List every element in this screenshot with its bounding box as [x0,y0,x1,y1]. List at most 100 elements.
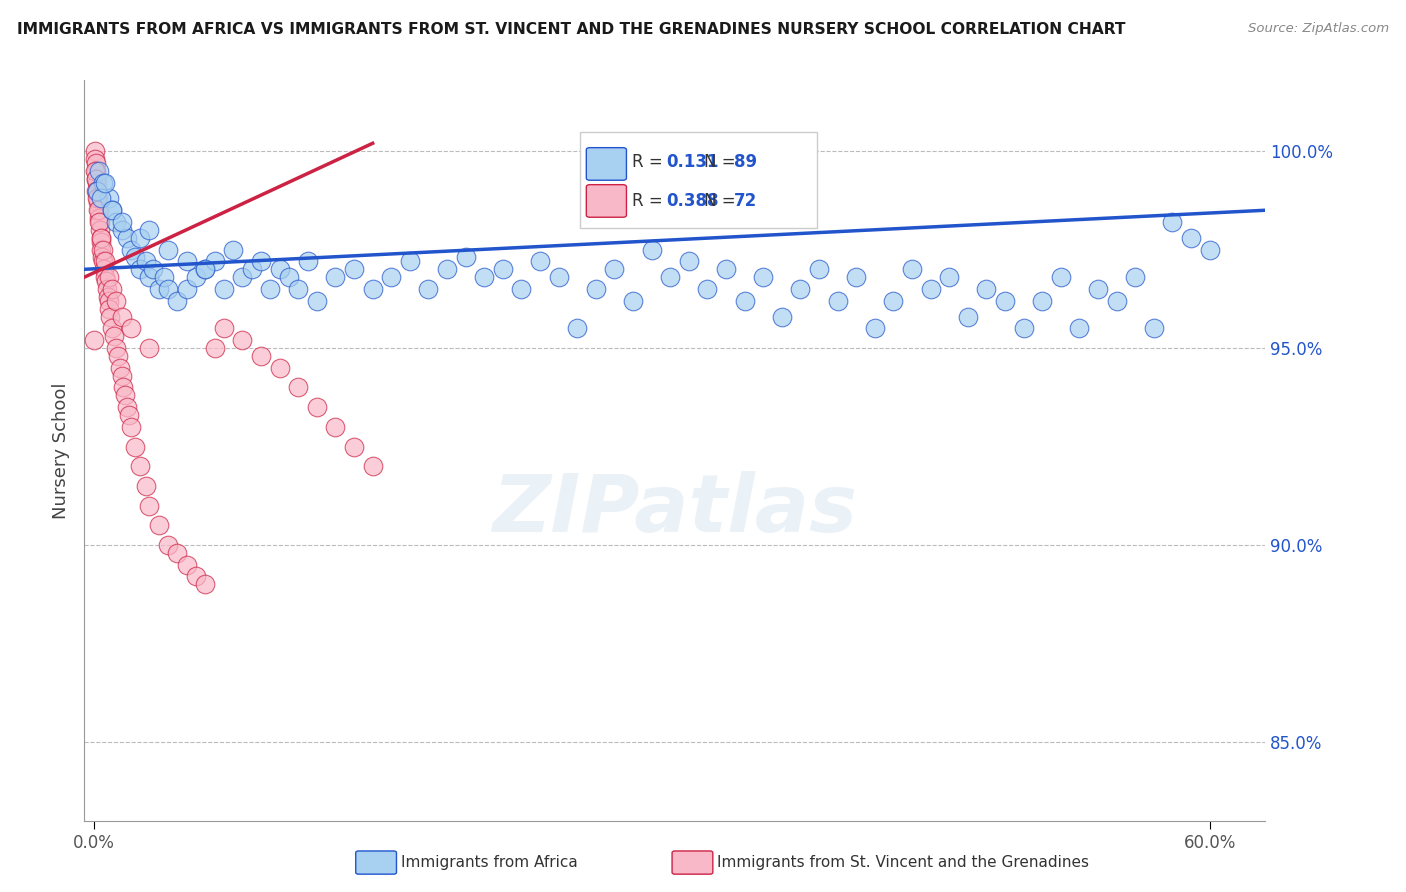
Point [194,262,217,277]
Text: Source: ZipAtlas.com: Source: ZipAtlas.com [1249,22,1389,36]
Point [827,293,849,308]
Point [90,231,112,245]
Point [696,282,718,296]
Point [157,538,180,552]
Point [138,499,160,513]
Point [259,282,281,296]
Point [1049,270,1071,285]
Point [956,310,979,324]
Point [91,254,114,268]
Point [398,254,420,268]
Point [212,282,235,296]
Point [94,270,117,285]
Point [920,282,942,296]
Point [118,408,141,422]
Point [142,262,165,277]
Point [994,293,1017,308]
Point [94,176,117,190]
Point [83,164,105,178]
Point [138,223,160,237]
Point [343,262,366,277]
Point [101,321,124,335]
Point [84,156,107,170]
Point [901,262,924,277]
Point [770,310,793,324]
Point [1087,282,1109,296]
Point [176,558,198,572]
Point [305,400,328,414]
Text: 72: 72 [734,192,758,210]
Point [87,203,110,218]
Point [231,270,253,285]
Point [222,243,245,257]
Point [1123,270,1146,285]
Point [153,270,176,285]
Point [1105,293,1128,308]
Point [863,321,886,335]
Point [94,254,117,268]
Point [89,211,111,226]
Point [325,270,347,285]
Point [845,270,868,285]
Point [91,251,114,265]
FancyBboxPatch shape [586,185,627,218]
Point [1031,293,1053,308]
Point [510,282,533,296]
Point [87,195,110,210]
Point [492,262,515,277]
Point [112,380,135,394]
Point [789,282,811,296]
Point [297,254,319,268]
Point [97,293,120,308]
Text: 0.388: 0.388 [666,192,718,210]
FancyBboxPatch shape [581,132,817,228]
Point [138,270,160,285]
Point [101,203,124,218]
Point [194,577,217,591]
Point [84,171,107,186]
Point [120,321,142,335]
Point [101,203,124,218]
Point [94,274,117,288]
Text: IMMIGRANTS FROM AFRICA VS IMMIGRANTS FROM ST. VINCENT AND THE GRENADINES NURSERY: IMMIGRANTS FROM AFRICA VS IMMIGRANTS FRO… [17,22,1125,37]
Point [90,191,112,205]
Point [269,262,291,277]
Point [1069,321,1091,335]
Point [100,310,122,324]
Point [603,262,626,277]
Point [87,203,110,218]
Point [585,282,607,296]
Text: ZIPatlas: ZIPatlas [492,471,858,549]
Point [89,223,111,237]
Point [361,459,384,474]
Point [120,243,142,257]
Point [110,223,132,237]
Text: Immigrants from Africa: Immigrants from Africa [401,855,578,870]
Point [83,144,105,158]
Point [104,215,127,229]
Point [212,321,235,335]
Text: Immigrants from St. Vincent and the Grenadines: Immigrants from St. Vincent and the Gren… [717,855,1090,870]
Point [101,282,124,296]
Point [287,282,309,296]
Point [1143,321,1166,335]
Point [124,440,146,454]
Point [91,243,114,257]
Point [166,293,188,308]
Point [83,333,105,347]
Point [104,293,127,308]
Point [110,215,132,229]
Point [90,231,112,245]
Point [129,459,152,474]
Point [97,191,120,205]
Point [176,254,198,268]
Point [714,262,737,277]
Point [184,569,207,583]
Point [325,420,347,434]
Point [204,254,226,268]
Point [204,341,226,355]
Point [882,293,904,308]
Point [1180,231,1202,245]
Point [176,282,198,296]
Point [184,270,207,285]
